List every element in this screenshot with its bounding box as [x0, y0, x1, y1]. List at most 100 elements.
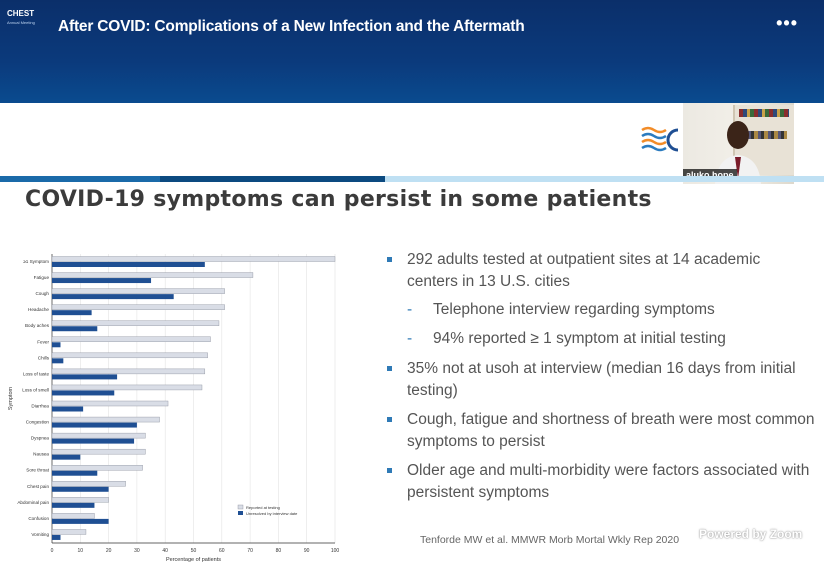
symptom-chart-svg: 0 10 20 30 40 50 60 70 80 90 100 ≥1 Symptom Fatigue C… — [8, 254, 339, 563]
bar-unresolved — [52, 262, 205, 267]
symptom-chart: 0 10 20 30 40 50 60 70 80 90 100 ≥1 Symptom Fatigue C… — [0, 246, 345, 566]
bar-reported — [51, 288, 225, 294]
bar-reported — [51, 352, 208, 359]
bar-reported — [51, 465, 143, 471]
bar-reported — [51, 384, 203, 391]
bar-unresolved — [52, 406, 84, 412]
participant-video[interactable]: aluko hope — [683, 103, 794, 184]
bar-unresolved — [52, 422, 137, 428]
bullet-list: 292 adults tested at outpatient sites at… — [385, 249, 815, 511]
legend-swatch-unresolved — [238, 511, 243, 515]
stripe-segment-1 — [0, 176, 160, 182]
x-tick-label: 70 — [247, 548, 253, 554]
bullet-item: 292 adults tested at outpatient sites at… — [385, 249, 815, 293]
category-label: Nausea — [33, 452, 49, 457]
bar-reported — [51, 320, 220, 326]
bar-reported — [51, 368, 206, 375]
top-bar: CHEST Annual Meeting After COVID: Compli… — [0, 0, 824, 103]
x-tick-label: 40 — [162, 548, 168, 554]
meeting-title: After COVID: Complications of a New Infe… — [58, 18, 525, 35]
bar-unresolved — [52, 358, 64, 364]
bullet-marker-icon — [387, 417, 392, 422]
x-tick-label: 90 — [304, 548, 310, 554]
legend-label: Reported at testing — [246, 505, 280, 510]
citation: Tenforde MW et al. MMWR Morb Mortal Wkly… — [420, 534, 680, 546]
bar-unresolved — [52, 454, 81, 460]
bar-unresolved — [52, 534, 61, 540]
bar-reported — [51, 400, 169, 407]
bullet-text: Cough, fatigue and shortness of breath w… — [407, 411, 815, 450]
sub-bullet-item: - Telephone interview regarding symptoms — [385, 299, 815, 321]
brand-subtitle: Annual Meeting — [7, 20, 35, 25]
category-label: ≥1 Symptom — [23, 259, 49, 264]
sub-bullet-item: - 94% reported ≥ 1 symptom at initial te… — [385, 328, 815, 350]
bar-reported — [51, 529, 87, 535]
brand-name: CHEST — [7, 9, 35, 18]
x-tick-label: 20 — [106, 548, 112, 554]
bar-reported — [51, 304, 225, 310]
bullet-marker-icon — [387, 366, 392, 371]
slide-stripe — [0, 176, 824, 182]
stripe-segment-3 — [385, 176, 824, 182]
bar-reported — [51, 448, 146, 455]
bullet-text: 35% not at usoh at interview (median 16 … — [407, 360, 796, 399]
category-label: Congestion — [26, 420, 50, 425]
category-label: Loss of smell — [22, 387, 49, 392]
category-label: Cough — [35, 291, 49, 296]
bullet-text: Older age and multi-morbidity were facto… — [407, 462, 810, 501]
chest-logo: CHEST Annual Meeting — [7, 9, 35, 27]
category-label: Diarrhea — [31, 404, 49, 409]
bullet-marker-icon — [387, 257, 392, 262]
category-label: Vomiting — [31, 532, 49, 537]
bar-unresolved — [52, 502, 95, 508]
bar-reported — [51, 497, 109, 503]
bar-unresolved — [52, 278, 152, 284]
bar-unresolved — [52, 518, 109, 524]
category-label: Loss of taste — [23, 371, 49, 376]
dash-icon: - — [407, 330, 413, 347]
bar-unresolved — [52, 326, 98, 332]
zoom-watermark: Powered by Zoom — [699, 527, 803, 541]
y-axis-label: Symptom — [8, 386, 14, 410]
sub-bullet-text: 94% reported ≥ 1 symptom at initial test… — [433, 330, 726, 347]
category-label: Fever — [37, 339, 49, 344]
bar-unresolved — [52, 294, 174, 300]
bar-unresolved — [52, 438, 135, 444]
bullet-text: 292 adults tested at outpatient sites at… — [407, 251, 761, 290]
x-tick-label: 60 — [219, 548, 225, 554]
bar-reported — [51, 336, 211, 342]
books-row — [739, 109, 789, 117]
category-label: Chest pain — [27, 484, 49, 489]
dash-icon: - — [407, 301, 413, 318]
bar-reported — [51, 481, 126, 487]
category-label: Chills — [38, 355, 50, 360]
x-tick-label: 30 — [134, 548, 140, 554]
slide-logo-icon — [641, 126, 679, 152]
category-label: Headache — [28, 307, 49, 312]
bar-unresolved — [52, 470, 98, 476]
x-tick-label: 80 — [276, 548, 282, 554]
slide-heading: COVID-19 symptoms can persist in some pa… — [25, 187, 652, 212]
books-row-2 — [741, 131, 787, 139]
stripe-segment-2 — [160, 176, 385, 182]
legend-label: Unresolved by interview date — [246, 511, 298, 516]
legend-swatch-reported — [237, 504, 244, 510]
sub-bullet-text: Telephone interview regarding symptoms — [433, 301, 715, 318]
bar-reported — [51, 432, 146, 439]
bar-reported — [51, 272, 254, 278]
x-tick-label: 10 — [78, 548, 84, 554]
category-label: Sore throat — [26, 468, 49, 473]
x-axis-label: Percentage of patients — [166, 557, 221, 563]
bullet-item: Cough, fatigue and shortness of breath w… — [385, 409, 815, 453]
category-label: Body aches — [25, 323, 50, 328]
category-label: Abdominal pain — [17, 500, 49, 505]
category-label: Dyspnea — [31, 436, 50, 441]
category-label: Fatigue — [34, 275, 50, 280]
more-options-button[interactable]: ••• — [776, 13, 798, 33]
bar-unresolved — [52, 310, 92, 316]
x-tick-label: 50 — [191, 548, 197, 554]
bar-unresolved — [52, 374, 118, 380]
bar-reported — [51, 416, 160, 423]
bar-reported — [51, 513, 95, 519]
bullet-item: 35% not at usoh at interview (median 16 … — [385, 358, 815, 402]
